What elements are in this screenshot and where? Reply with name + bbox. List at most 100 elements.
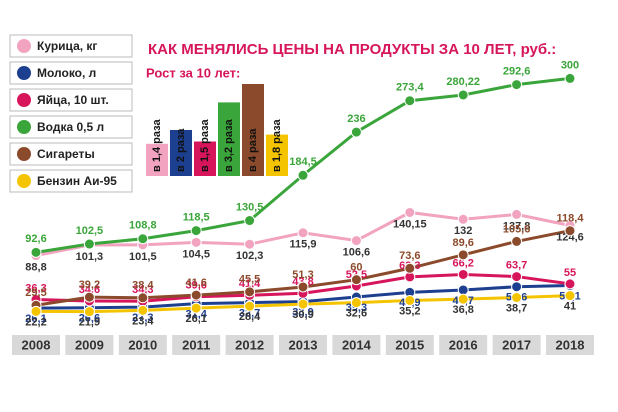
- data-point: [244, 238, 256, 250]
- legend-label: Яйца, 10 шт.: [37, 93, 109, 107]
- bar: [146, 143, 168, 176]
- data-label: 27,3: [132, 312, 153, 324]
- data-label: 118,5: [183, 212, 210, 224]
- legend-marker: [17, 39, 31, 53]
- data-point: [404, 262, 416, 274]
- legend-label: Курица, кг: [37, 39, 97, 53]
- data-label: 104,5: [182, 248, 210, 260]
- data-point: [457, 293, 469, 305]
- bar-label: в 1,5 раза: [199, 119, 211, 172]
- data-label: 292,6: [503, 65, 531, 77]
- data-label: 45,5: [239, 274, 260, 286]
- bar-label: в 4 раза: [247, 128, 259, 172]
- bar-label: в 3,2 раза: [223, 119, 235, 172]
- data-label: 35,2: [399, 305, 420, 317]
- data-label: 26,6: [79, 313, 100, 325]
- data-label: 101,5: [129, 251, 157, 263]
- legend-box: [9, 115, 133, 139]
- data-label: 273,4: [396, 82, 424, 94]
- data-label: 21,9: [79, 317, 100, 329]
- data-label: 22,2: [25, 316, 46, 328]
- data-point: [83, 306, 95, 318]
- data-label: 28,4: [239, 311, 261, 323]
- data-label: 39,6: [185, 280, 206, 292]
- data-point: [350, 126, 362, 138]
- data-label: 137,8: [503, 220, 531, 232]
- data-label: 88,8: [25, 261, 46, 273]
- legend-marker: [17, 174, 31, 188]
- data-point: [244, 300, 256, 312]
- data-point: [190, 302, 202, 314]
- data-point: [190, 289, 202, 301]
- data-point: [404, 95, 416, 107]
- data-label: 115,9: [290, 239, 317, 251]
- data-label: 31,4: [185, 309, 207, 321]
- data-point: [137, 304, 149, 316]
- data-label: 60: [350, 262, 362, 274]
- data-label: 118,4: [557, 213, 585, 225]
- data-point: [350, 235, 362, 247]
- data-label: 300: [561, 59, 579, 71]
- data-label: 105,6: [503, 223, 531, 235]
- data-label: 41,4: [239, 278, 261, 290]
- year-box: [492, 335, 541, 355]
- data-label: 26,1: [185, 313, 206, 325]
- data-label: 140,15: [393, 218, 427, 230]
- bar-label: в 1,8 раза: [271, 119, 283, 172]
- data-point: [404, 294, 416, 306]
- data-label: 41: [564, 301, 576, 313]
- x-tick-label: 2016: [449, 337, 478, 352]
- x-tick-label: 2018: [556, 337, 585, 352]
- data-point: [137, 233, 149, 245]
- data-point: [564, 278, 576, 290]
- chart-title: КАК МЕНЯЛИСЬ ЦЕНЫ НА ПРОДУКТЫ ЗА 10 ЛЕТ,…: [148, 41, 556, 58]
- data-label: 23,4: [132, 315, 154, 327]
- data-label: 51,3: [292, 269, 313, 281]
- year-box: [439, 335, 488, 355]
- data-label: 39,2: [79, 279, 100, 291]
- bar: [170, 130, 192, 176]
- data-point: [564, 72, 576, 84]
- data-point: [457, 89, 469, 101]
- data-point: [564, 225, 576, 237]
- data-point: [457, 249, 469, 261]
- legend-label: Водка 0,5 л: [37, 120, 104, 134]
- data-point: [511, 208, 523, 220]
- year-box: [279, 335, 327, 355]
- data-label: 38,7: [506, 302, 527, 314]
- year-box: [385, 335, 434, 355]
- data-point: [457, 213, 469, 225]
- data-point: [511, 235, 523, 247]
- data-label: 33,9: [292, 306, 313, 318]
- x-tick-label: 2017: [502, 337, 531, 352]
- x-tick-label: 2012: [235, 337, 264, 352]
- bar: [194, 141, 216, 176]
- data-label: 36,8: [452, 304, 473, 316]
- x-tick-label: 2015: [395, 337, 424, 352]
- legend-label: Сигареты: [37, 147, 95, 161]
- year-box: [225, 335, 274, 355]
- legend-label: Бензин Аи-95: [37, 174, 117, 188]
- year-box: [118, 335, 167, 355]
- bar: [266, 134, 288, 176]
- data-label: 34,6: [79, 284, 100, 296]
- data-point: [350, 274, 362, 286]
- data-point: [137, 292, 149, 304]
- year-box: [546, 335, 594, 355]
- data-label: 132: [454, 225, 472, 237]
- legend-marker: [17, 66, 31, 80]
- data-label: 106,6: [343, 246, 371, 258]
- data-point: [30, 246, 42, 258]
- data-label: 89,6: [452, 237, 473, 249]
- data-point: [297, 169, 309, 181]
- data-point: [297, 281, 309, 293]
- data-label: 66,2: [452, 257, 473, 269]
- data-label: 63,7: [506, 259, 527, 271]
- data-point: [564, 290, 576, 302]
- data-label: 32,7: [239, 307, 260, 319]
- legend-box: [9, 34, 133, 58]
- data-label: 41,6: [185, 277, 206, 289]
- data-point: [457, 268, 469, 280]
- year-box: [332, 335, 381, 355]
- data-label: 32,6: [346, 308, 367, 320]
